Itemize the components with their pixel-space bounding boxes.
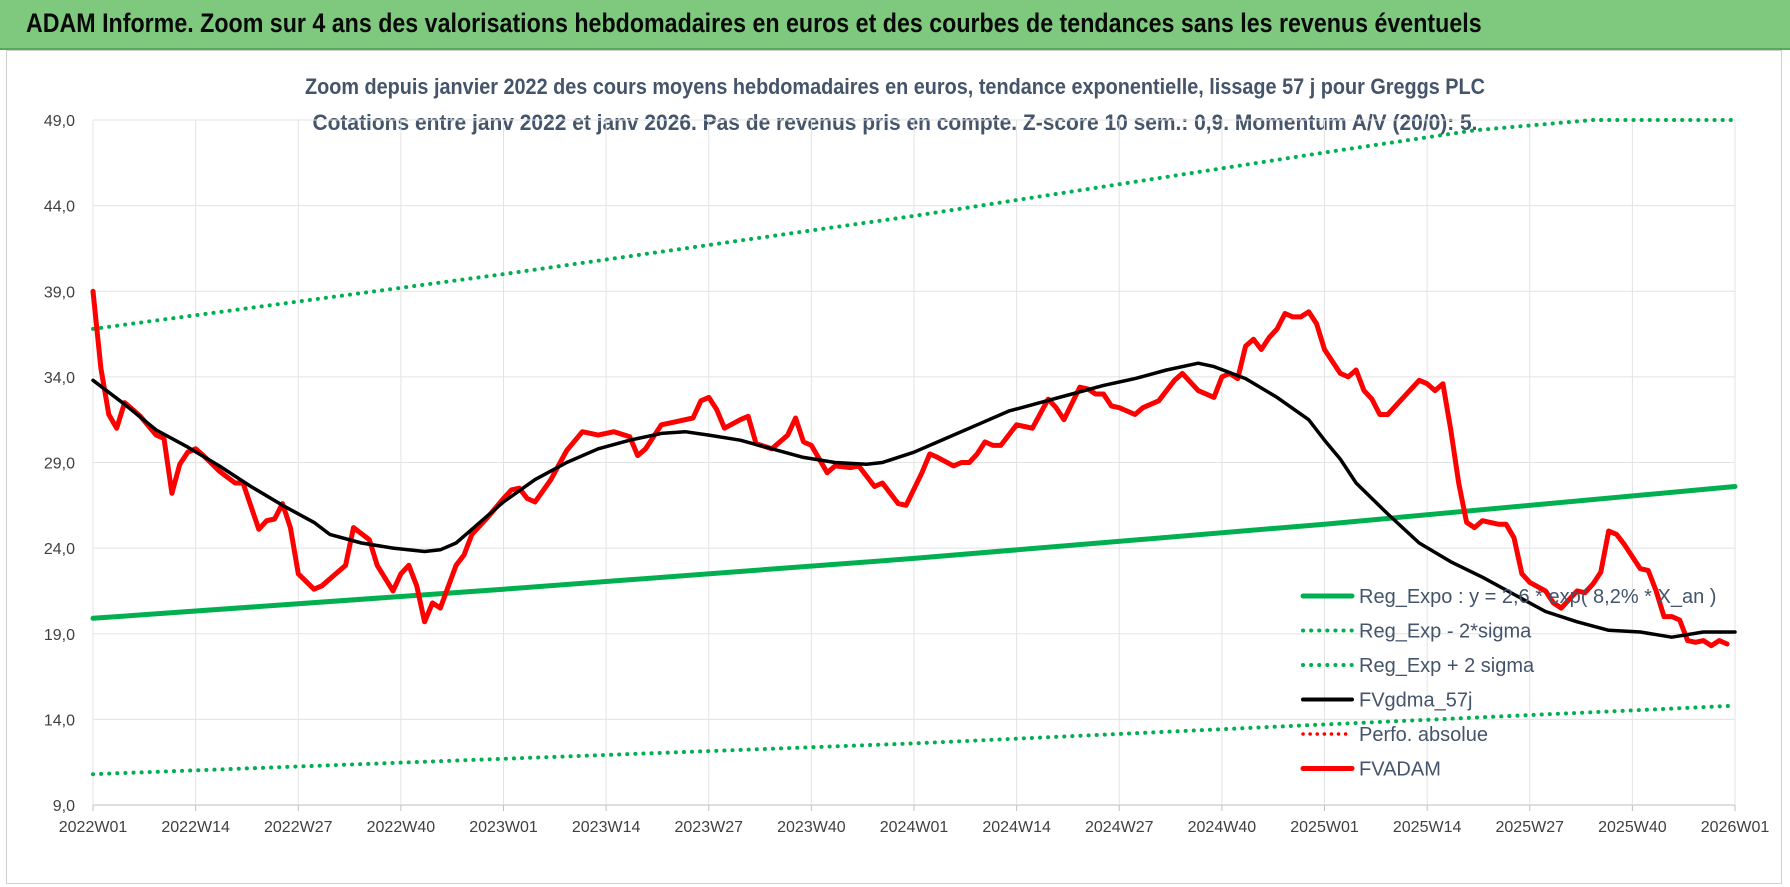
- x-tick-label: 2022W40: [367, 819, 436, 836]
- x-tick-label: 2025W01: [1290, 819, 1359, 836]
- series-line-1: [91, 703, 1737, 777]
- x-tick-label: 2025W27: [1496, 819, 1565, 836]
- series-line-2: [91, 118, 1737, 331]
- y-tick-label: 49,0: [44, 113, 75, 130]
- x-tick-label: 2024W14: [982, 819, 1051, 836]
- x-tick-label: 2023W27: [675, 819, 744, 836]
- x-tick-label: 2022W27: [264, 819, 333, 836]
- y-tick-label: 44,0: [44, 199, 75, 216]
- y-tick-label: 24,0: [44, 541, 75, 558]
- y-tick-label: 14,0: [44, 712, 75, 729]
- x-tick-label: 2025W40: [1598, 819, 1667, 836]
- y-tick-label: 29,0: [44, 456, 75, 473]
- x-tick-label: 2025W14: [1393, 819, 1462, 836]
- x-tick-label: 2024W40: [1188, 819, 1257, 836]
- x-tick-label: 2024W27: [1085, 819, 1154, 836]
- legend: Reg_Expo : y = 2,6 * exp( 8,2% * X_an ) R…: [1300, 586, 1716, 781]
- x-tick-label: 2022W01: [59, 819, 128, 836]
- series-line-0: [90, 484, 1738, 621]
- x-tick-label: 2023W01: [469, 819, 538, 836]
- x-tick-label: 2026W01: [1701, 819, 1770, 836]
- legend-label: FVADAM: [1359, 759, 1441, 781]
- legend-label: Reg_Expo : y = 2,6 * exp( 8,2% * X_an ): [1359, 586, 1716, 608]
- y-tick-label: 39,0: [44, 284, 75, 301]
- report-title: ADAM Informe. Zoom sur 4 ans des valoris…: [26, 8, 1482, 38]
- y-tick-label: 34,0: [44, 370, 75, 387]
- report-banner: ADAM Informe. Zoom sur 4 ans des valoris…: [0, 0, 1790, 50]
- series-line-3: [91, 361, 1737, 639]
- legend-label: Perfo. absolue: [1359, 724, 1488, 746]
- grid: [92, 119, 1736, 811]
- y-tick-label: 9,0: [53, 798, 75, 815]
- x-tick-label: 2023W14: [572, 819, 641, 836]
- legend-label: FVgdma_57j: [1359, 690, 1472, 712]
- chart-subtitle: Cotations entre janv 2022 et janv 2026. …: [313, 110, 1478, 135]
- x-tick-label: 2023W40: [777, 819, 846, 836]
- legend-label: Reg_Exp + 2 sigma: [1359, 655, 1535, 677]
- chart-title: Zoom depuis janvier 2022 des cours moyen…: [305, 74, 1485, 99]
- series-group: [90, 118, 1738, 777]
- y-tick-label: 19,0: [44, 627, 75, 644]
- x-tick-label: 2022W14: [161, 819, 230, 836]
- legend-label: Reg_Exp - 2*sigma: [1359, 621, 1532, 643]
- x-tick-label: 2024W01: [880, 819, 949, 836]
